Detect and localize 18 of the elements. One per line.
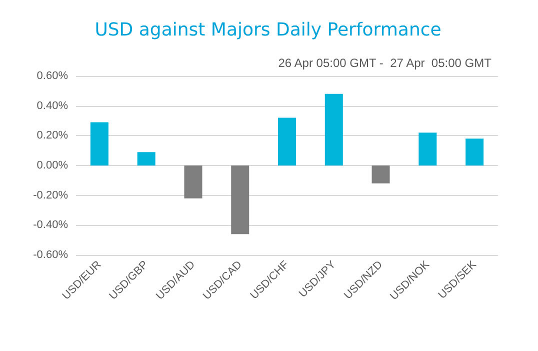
bar <box>372 166 390 184</box>
chart-title: USD against Majors Daily Performance <box>94 20 442 40</box>
bar <box>324 94 343 166</box>
y-tick-label: -0.40% <box>33 219 68 232</box>
y-tick-label: -0.20% <box>33 189 68 202</box>
bar <box>90 122 108 166</box>
y-tick-label: 0.40% <box>36 100 68 112</box>
bar <box>466 138 484 166</box>
bar <box>278 118 296 166</box>
bar <box>184 166 202 198</box>
chart-subtitle: 26 Apr 05:00 GMT - 27 Apr 05:00 GMT <box>278 56 492 70</box>
y-tick-label: 0.00% <box>36 160 68 172</box>
y-tick-label: 0.20% <box>36 130 68 142</box>
bar <box>137 152 156 166</box>
y-tick-label: 0.60% <box>36 70 68 82</box>
y-tick-label: -0.60% <box>33 249 68 261</box>
bar <box>231 166 250 234</box>
bar <box>418 132 437 166</box>
